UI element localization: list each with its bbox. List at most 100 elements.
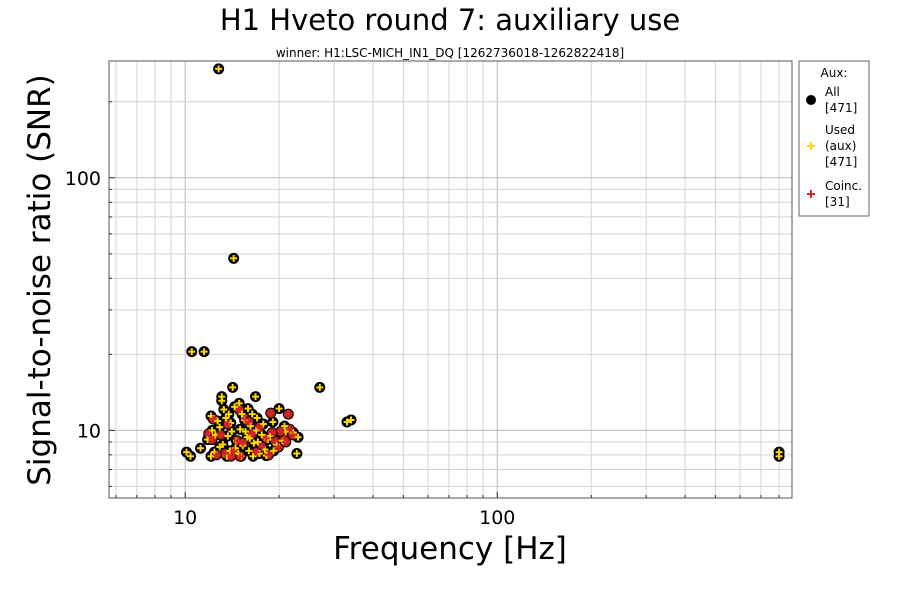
plus-marker bbox=[294, 433, 302, 441]
plus-marker bbox=[269, 418, 277, 426]
legend-label: Used bbox=[825, 123, 855, 137]
plus-marker bbox=[224, 432, 232, 440]
plus-marker bbox=[235, 399, 243, 407]
axis-ticks bbox=[109, 101, 780, 498]
plus-marker bbox=[214, 417, 222, 425]
chart-title: H1 Hveto round 7: auxiliary use bbox=[220, 3, 680, 37]
plus-marker bbox=[183, 448, 191, 456]
plus-marker bbox=[207, 452, 215, 460]
plus-marker bbox=[220, 405, 228, 413]
legend-label: All bbox=[825, 85, 840, 99]
plus-marker bbox=[230, 254, 238, 262]
plus-marker bbox=[280, 434, 288, 442]
plus-marker bbox=[188, 348, 196, 356]
plus-marker bbox=[209, 415, 217, 423]
plus-marker bbox=[259, 420, 267, 428]
plus-marker bbox=[239, 439, 247, 447]
plus-marker bbox=[235, 405, 243, 413]
legend-label: Coinc. bbox=[825, 179, 862, 193]
plus-marker bbox=[250, 439, 258, 447]
plus-marker bbox=[213, 451, 221, 459]
plus-marker bbox=[236, 452, 244, 460]
x-tick-label: 100 bbox=[479, 507, 515, 529]
plus-marker bbox=[268, 429, 276, 437]
legend-label: [471] bbox=[825, 155, 857, 169]
plus-marker bbox=[222, 414, 230, 422]
plus-marker bbox=[254, 438, 262, 446]
legend-label: [31] bbox=[825, 195, 850, 209]
plus-marker bbox=[807, 190, 815, 198]
plus-marker bbox=[216, 423, 224, 431]
grid bbox=[109, 61, 792, 498]
plus-marker bbox=[286, 425, 294, 433]
plus-marker bbox=[248, 410, 256, 418]
plus-marker bbox=[274, 443, 282, 451]
plus-marker bbox=[216, 443, 224, 451]
plus-marker bbox=[218, 397, 226, 405]
plus-marker bbox=[255, 423, 263, 431]
plus-marker bbox=[200, 348, 208, 356]
plus-marker bbox=[253, 414, 261, 422]
plus-marker bbox=[267, 409, 275, 417]
plus-marker bbox=[186, 452, 194, 460]
legend-box bbox=[798, 60, 870, 217]
plus-marker bbox=[284, 410, 292, 418]
plus-marker bbox=[233, 437, 241, 445]
plus-marker bbox=[245, 447, 253, 455]
y-axis-label: Signal-to-noise ratio (SNR) bbox=[22, 74, 58, 486]
legend-marker-all bbox=[806, 95, 816, 105]
plus-marker bbox=[271, 437, 279, 445]
plus-marker bbox=[230, 447, 238, 455]
data-points bbox=[181, 63, 785, 462]
plus-marker bbox=[247, 422, 255, 430]
plus-marker bbox=[251, 393, 259, 401]
plus-marker bbox=[197, 444, 205, 452]
plus-marker bbox=[262, 434, 270, 442]
plus-marker bbox=[229, 383, 237, 391]
plus-marker bbox=[280, 422, 288, 430]
plus-marker bbox=[807, 142, 815, 150]
legend-label: [471] bbox=[825, 101, 857, 115]
plus-marker bbox=[293, 450, 301, 458]
legend-label: (aux) bbox=[825, 139, 856, 153]
plus-marker bbox=[241, 428, 249, 436]
plus-marker bbox=[270, 447, 278, 455]
plus-marker bbox=[215, 65, 223, 73]
plus-marker bbox=[258, 431, 266, 439]
plus-marker bbox=[244, 405, 252, 413]
plus-marker bbox=[276, 428, 284, 436]
plus-marker bbox=[258, 443, 266, 451]
plus-marker bbox=[775, 452, 783, 460]
y-tick-label: 10 bbox=[77, 420, 101, 442]
x-axis-label: Frequency [Hz] bbox=[333, 531, 567, 567]
plus-marker bbox=[217, 431, 225, 439]
plus-marker bbox=[252, 448, 260, 456]
plus-marker bbox=[265, 451, 273, 459]
plus-marker bbox=[245, 418, 253, 426]
plus-marker bbox=[275, 405, 283, 413]
plus-marker bbox=[225, 410, 233, 418]
plus-marker bbox=[231, 403, 239, 411]
plus-marker bbox=[246, 434, 254, 442]
x-tick-label: 10 bbox=[173, 507, 197, 529]
plot-frame bbox=[108, 60, 793, 499]
plus-marker bbox=[236, 425, 244, 433]
plus-marker bbox=[238, 410, 246, 418]
plus-marker bbox=[343, 418, 351, 426]
plus-marker bbox=[249, 452, 257, 460]
y-tick-label: 100 bbox=[65, 168, 101, 190]
plus-marker bbox=[347, 416, 355, 424]
plus-marker bbox=[228, 428, 236, 436]
plus-marker bbox=[282, 438, 290, 446]
plus-marker bbox=[221, 450, 229, 458]
plus-marker bbox=[205, 430, 213, 438]
plus-marker bbox=[289, 431, 297, 439]
plus-marker bbox=[227, 452, 235, 460]
legend-title: Aux: bbox=[821, 66, 848, 80]
chart-subtitle: winner: H1:LSC-MICH_IN1_DQ [1262736018-1… bbox=[276, 46, 624, 60]
plus-marker bbox=[316, 383, 324, 391]
legend: Aux: All [471] Used (aux) [471] Coinc. [31] bbox=[798, 60, 870, 217]
plus-marker bbox=[208, 426, 216, 434]
plus-marker bbox=[248, 430, 256, 438]
